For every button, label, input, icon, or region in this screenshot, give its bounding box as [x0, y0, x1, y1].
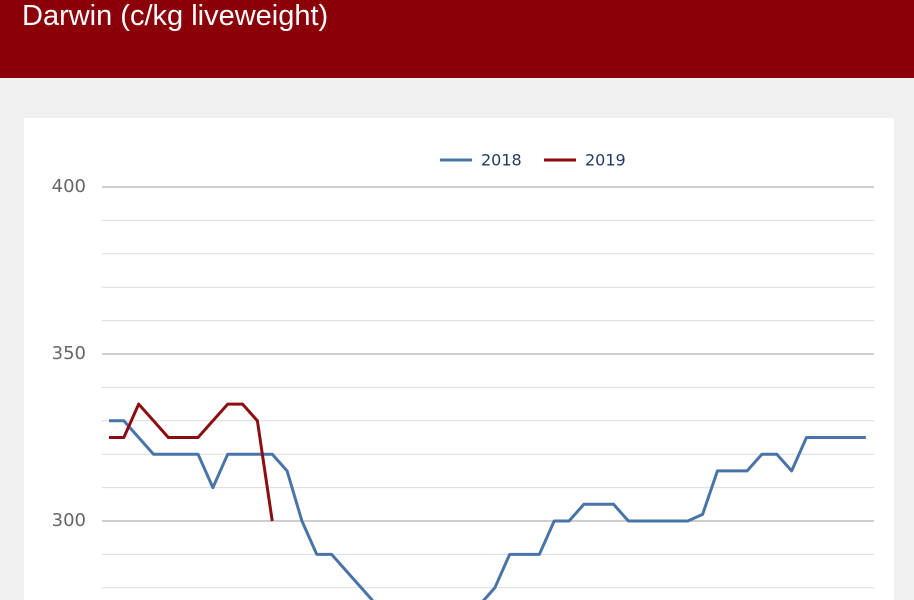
- legend-label: 2018: [481, 151, 522, 170]
- page-title: Darwin (c/kg liveweight): [22, 0, 329, 32]
- chart-card: 300 350 400 2018 2019: [24, 118, 894, 600]
- series-line: [109, 419, 866, 600]
- series-line: [109, 402, 274, 522]
- header: Darwin (c/kg liveweight): [0, 0, 914, 78]
- y-tick-label: 400: [52, 176, 86, 197]
- chart: 300 350 400 2018 2019: [52, 151, 874, 600]
- legend-label: 2019: [585, 151, 626, 170]
- y-tick-label: 300: [52, 510, 86, 531]
- y-tick-label: 350: [52, 343, 86, 364]
